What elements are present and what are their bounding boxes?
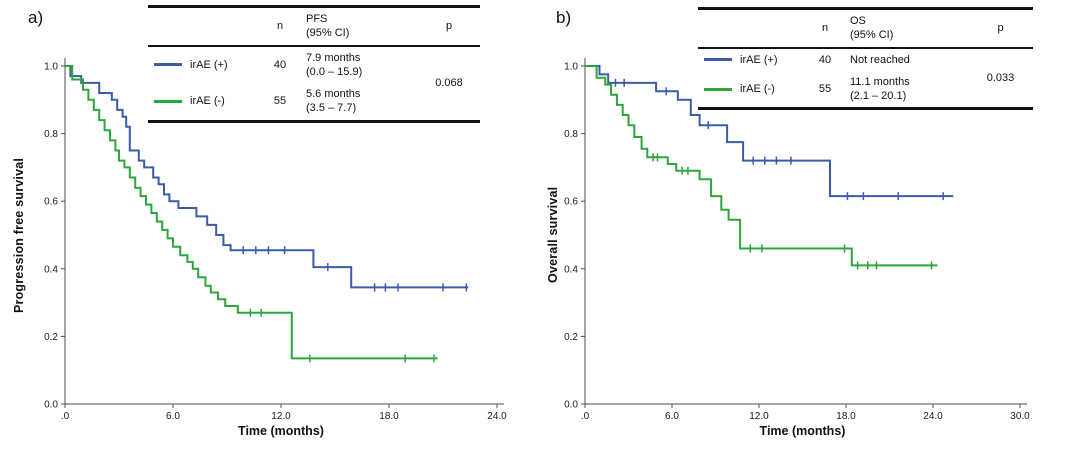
x-tick-label: .0 <box>61 411 70 422</box>
os-y-axis-label: Overall survival <box>546 186 560 284</box>
irae-neg-survival-curve <box>65 65 438 360</box>
x-tick-label: .0 <box>581 411 590 422</box>
stats-row-irae-neg: irAE (-) 55 5.6 months (3.5 – 7.7) <box>148 83 480 121</box>
os-x-axis-label: Time (months) <box>759 424 846 438</box>
p-col-header: p <box>445 20 453 33</box>
group-label: irAE (-) <box>190 95 225 108</box>
y-tick-label: 1.0 <box>44 62 58 73</box>
panel-label-a: a) <box>28 8 44 27</box>
y-tick-label: 0.6 <box>564 197 578 208</box>
y-tick-label: 0.2 <box>564 332 578 343</box>
y-tick-label: 0.8 <box>44 129 58 140</box>
x-tick-label: 24.0 <box>487 411 507 422</box>
y-tick-label: 0.0 <box>44 400 58 411</box>
n-value: 40 <box>818 53 832 66</box>
n-value: 40 <box>273 58 287 71</box>
pfs-km-plot: .0 6.0 12.0 18.0 24.0 0.0 0.2 0.4 0.6 0.8 1.0 <box>44 58 507 422</box>
y-tick-label: 0.4 <box>564 264 578 275</box>
stats-row-irae-pos: irAE (+) 40 Not reached 0.033 <box>698 48 1033 84</box>
panel-pfs: a) .0 6.0 12.0 18.0 24.0 0.0 0.2 0.4 0.6 0.8 1.0 P… <box>12 5 507 438</box>
x-tick-label: 18.0 <box>379 411 399 422</box>
y-tick-label: 1.0 <box>564 62 578 73</box>
stats-row-irae-pos: irAE (+) 40 7.9 months (0.0 – 15.9) 0.06… <box>148 46 480 89</box>
outcome-value: 11.1 months (2.1 – 20.1) <box>850 75 910 103</box>
n-col-header: n <box>276 20 284 33</box>
y-tick-label: 0.8 <box>564 129 578 140</box>
stats-header-row: n PFS (95% CI) p <box>148 7 480 46</box>
y-tick-label: 0.6 <box>44 197 58 208</box>
p-col-header: p <box>997 22 1004 35</box>
p-value: 0.068 <box>435 77 463 90</box>
x-tick-label: 12.0 <box>749 411 769 422</box>
group-label: irAE (-) <box>740 83 775 96</box>
group-cell: irAE (+) <box>698 48 806 71</box>
irae-pos-survival-curve <box>65 65 469 289</box>
os-stats-table: n OS (95% CI) p irAE (+) 40 Not reached … <box>698 7 1033 111</box>
y-tick-label: 0.4 <box>44 264 58 275</box>
n-value: 55 <box>818 83 832 96</box>
outcome-value: 7.9 months (0.0 – 15.9) <box>306 51 363 78</box>
group-cell: irAE (+) <box>148 46 260 84</box>
p-value: 0.033 <box>986 71 1015 84</box>
irae-pos-line-swatch <box>154 63 182 67</box>
x-tick-label: 24.0 <box>923 411 943 422</box>
outcome-value: 5.6 months (3.5 – 7.7) <box>306 88 361 115</box>
stats-header-row: n OS (95% CI) p <box>698 9 1033 48</box>
x-tick-label: 18.0 <box>836 411 856 422</box>
x-tick-label: 12.0 <box>271 411 291 422</box>
y-tick-label: 0.2 <box>44 332 58 343</box>
panel-os: b) .0 6.0 12.0 18.0 24.0 30.0 0.0 0.2 0.4 0.6 0.8 1… <box>540 0 1080 449</box>
x-tick-label: 6.0 <box>665 411 679 422</box>
panel-label-b: b) <box>556 8 572 27</box>
irae-neg-line-swatch <box>704 87 732 91</box>
n-col-header: n <box>821 22 829 35</box>
irae-pos-survival-curve <box>585 65 954 198</box>
pfs-x-axis-label: Time (months) <box>238 424 324 438</box>
irae-neg-line-swatch <box>154 99 182 103</box>
irae-neg-survival-curve <box>585 65 938 267</box>
pfs-stats-table: n PFS (95% CI) p irAE (+) 40 7.9 months … <box>148 5 480 123</box>
x-tick-label: 30.0 <box>1010 411 1030 422</box>
stats-row-irae-neg: irAE (-) 55 11.1 months (2.1 – 20.1) <box>698 71 1033 109</box>
irae-pos-line-swatch <box>704 58 732 62</box>
group-col-header <box>148 7 260 46</box>
outcome-value: Not reached <box>850 53 910 66</box>
outcome-col-header: OS (95% CI) <box>850 15 894 42</box>
y-tick-label: 0.0 <box>564 400 578 411</box>
outcome-col-header: PFS (95% CI) <box>306 13 350 40</box>
n-value: 55 <box>273 95 287 108</box>
group-cell: irAE (-) <box>148 83 260 121</box>
os-km-plot: .0 6.0 12.0 18.0 24.0 30.0 0.0 0.2 0.4 0.6 0.8 1.0 <box>564 58 1030 422</box>
group-label: irAE (+) <box>190 58 228 71</box>
pfs-y-axis-label: Progression free survival <box>12 157 26 313</box>
x-tick-label: 6.0 <box>166 411 180 422</box>
group-label: irAE (+) <box>740 53 778 66</box>
group-cell: irAE (-) <box>698 71 806 109</box>
group-col-header <box>698 9 806 48</box>
